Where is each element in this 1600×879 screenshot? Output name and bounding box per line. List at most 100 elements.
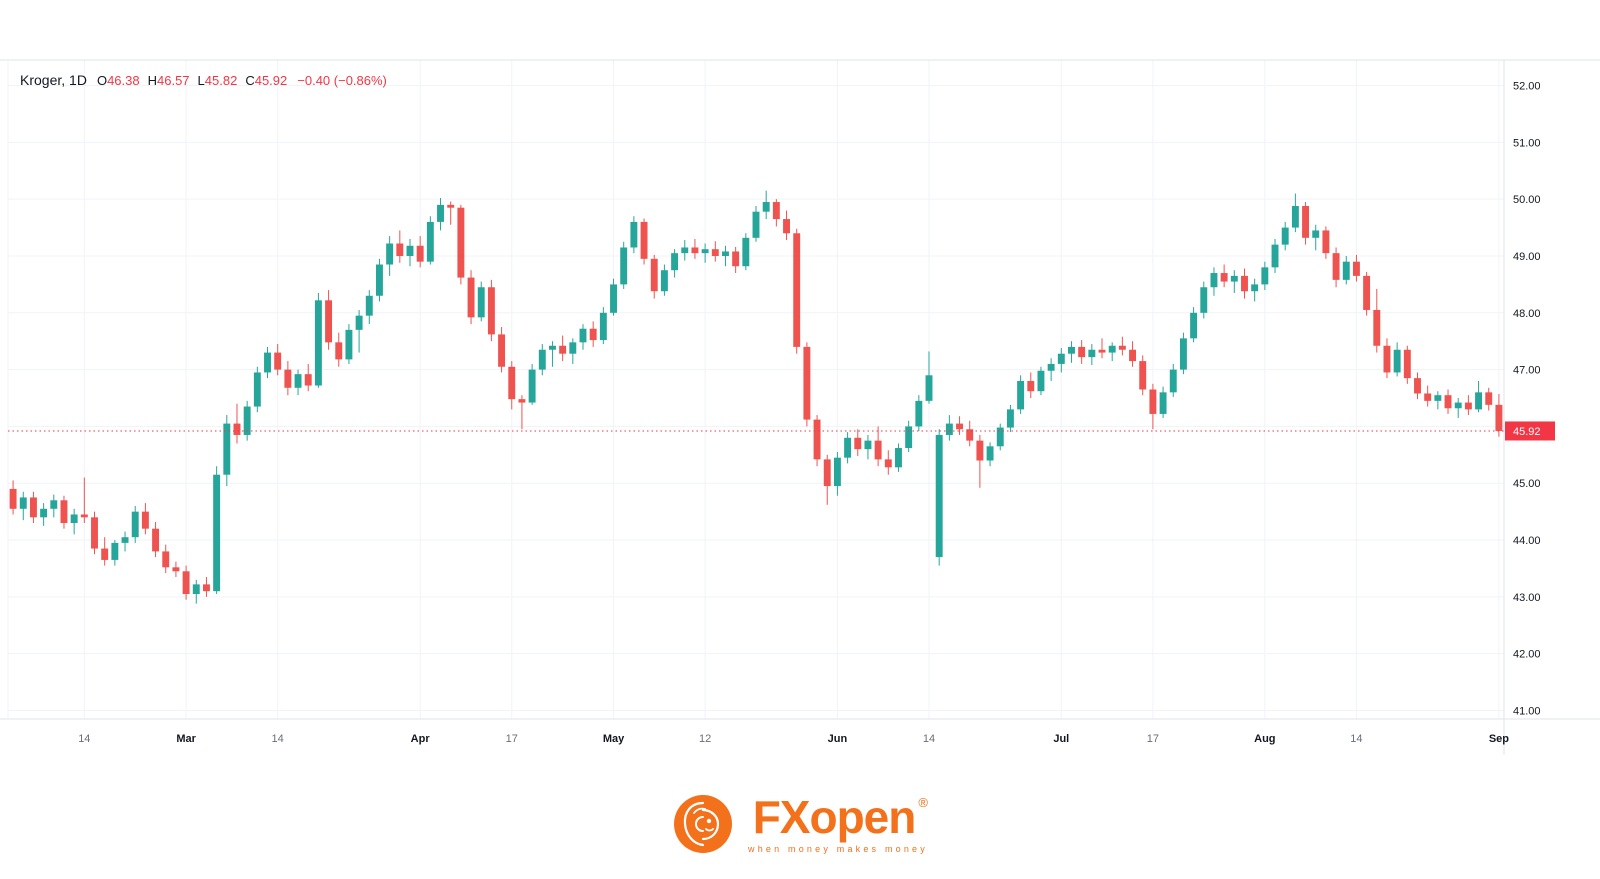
candle-down bbox=[335, 342, 343, 360]
candle-up bbox=[406, 245, 414, 256]
candle-up bbox=[1006, 409, 1014, 428]
candle-down bbox=[956, 423, 963, 430]
candle-up bbox=[1088, 349, 1096, 358]
candle-down bbox=[304, 374, 312, 386]
candle-up bbox=[1454, 402, 1462, 409]
candle-down bbox=[1241, 275, 1248, 292]
candlestick-chart-canvas[interactable]: 52.0051.0050.0049.0048.0047.0046.0045.00… bbox=[0, 0, 1600, 760]
candle-up bbox=[1251, 284, 1259, 292]
candle-up bbox=[996, 427, 1004, 447]
candle-up bbox=[1057, 353, 1065, 364]
candle-down bbox=[1078, 346, 1086, 358]
candle-down bbox=[1352, 261, 1360, 276]
brand-footer: FX open ® when money makes money bbox=[0, 784, 1600, 864]
time-axis-label: 17 bbox=[1147, 733, 1159, 745]
candle-down bbox=[518, 399, 526, 403]
candle-up bbox=[1159, 392, 1167, 414]
open-label: O bbox=[96, 73, 108, 88]
candle-down bbox=[966, 429, 974, 441]
candle-down bbox=[487, 287, 495, 335]
price-axis-label: 49.00 bbox=[1513, 251, 1541, 263]
candle-up bbox=[1393, 349, 1401, 373]
price-axis-label: 42.00 bbox=[1513, 649, 1541, 661]
candle-up bbox=[742, 237, 750, 267]
candle-up bbox=[579, 328, 587, 343]
candle-up bbox=[660, 270, 668, 292]
candle-down bbox=[1414, 378, 1421, 394]
candle-down bbox=[884, 459, 892, 468]
candle-up bbox=[40, 508, 48, 518]
time-axis-label: 12 bbox=[699, 733, 711, 745]
candle-down bbox=[783, 219, 790, 234]
candle-down bbox=[823, 459, 831, 487]
candle-down bbox=[1383, 345, 1391, 373]
price-axis-label: 50.00 bbox=[1513, 194, 1541, 206]
candle-down bbox=[1302, 206, 1310, 238]
candle-up bbox=[1281, 227, 1289, 245]
candle-down bbox=[650, 258, 658, 292]
candle-up bbox=[681, 247, 689, 254]
candle-up bbox=[599, 312, 607, 341]
brand-text-block: FX open ® when money makes money bbox=[748, 794, 928, 854]
candle-down bbox=[172, 567, 180, 572]
candle-down bbox=[141, 511, 149, 529]
candle-down bbox=[976, 440, 984, 461]
candle-up bbox=[1261, 267, 1269, 285]
candle-down bbox=[793, 233, 801, 347]
candle-down bbox=[162, 551, 170, 568]
candle-up bbox=[1230, 275, 1238, 282]
brand-tagline: when money makes money bbox=[748, 844, 928, 854]
last-price-label: 45.92 bbox=[1513, 426, 1541, 438]
candle-up bbox=[895, 448, 902, 468]
time-axis-label: 14 bbox=[1350, 733, 1362, 745]
time-axis-label: Apr bbox=[411, 733, 431, 745]
candle-down bbox=[1373, 309, 1381, 346]
fxopen-lion-logo bbox=[674, 795, 733, 853]
candle-up bbox=[19, 497, 27, 509]
brand-text-open: open bbox=[809, 791, 916, 843]
candle-up bbox=[294, 374, 302, 388]
candle-up bbox=[1169, 369, 1177, 393]
candle-up bbox=[314, 300, 322, 386]
candle-up bbox=[1037, 370, 1045, 392]
candle-up bbox=[243, 406, 251, 435]
candle-down bbox=[1495, 404, 1503, 431]
price-chart: 52.0051.0050.0049.0048.0047.0046.0045.00… bbox=[0, 0, 1600, 760]
candle-down bbox=[854, 437, 862, 450]
candle-up bbox=[630, 221, 638, 248]
candle-up bbox=[701, 249, 709, 254]
candle-up bbox=[722, 251, 729, 256]
candle-up bbox=[1047, 363, 1055, 371]
candle-up bbox=[752, 211, 760, 238]
time-axis-label: May bbox=[603, 733, 625, 745]
open-value: 46.38 bbox=[107, 73, 140, 88]
time-axis-label: 14 bbox=[272, 733, 284, 745]
time-axis-label: Aug bbox=[1254, 733, 1275, 745]
time-axis-label: Mar bbox=[176, 733, 196, 745]
time-scale[interactable] bbox=[8, 719, 1504, 755]
candle-up bbox=[253, 372, 261, 407]
candle-up bbox=[223, 423, 231, 475]
price-axis-label: 51.00 bbox=[1513, 137, 1541, 149]
price-scale[interactable] bbox=[1504, 60, 1600, 719]
candle-up bbox=[1434, 395, 1442, 401]
candle-down bbox=[416, 245, 424, 262]
candle-down bbox=[1118, 345, 1126, 350]
candle-down bbox=[152, 528, 160, 552]
chart-legend: Kroger, 1D O46.38 H46.57 L45.82 C45.92 −0.40 … bbox=[20, 72, 387, 88]
low-value: 45.82 bbox=[204, 73, 238, 88]
candle-down bbox=[29, 497, 37, 518]
candle-up bbox=[549, 345, 556, 350]
candle-up bbox=[610, 284, 617, 313]
candle-down bbox=[101, 548, 109, 560]
candle-up bbox=[833, 457, 841, 487]
candle-up bbox=[1017, 380, 1025, 410]
candle-down bbox=[691, 247, 699, 254]
low-label: L bbox=[197, 73, 205, 88]
candle-down bbox=[1403, 349, 1411, 379]
candle-up bbox=[671, 253, 679, 271]
symbol-title[interactable]: Kroger, 1D bbox=[20, 72, 87, 88]
candle-down bbox=[640, 221, 648, 259]
chart-pane[interactable] bbox=[8, 60, 1504, 719]
price-axis-label: 47.00 bbox=[1513, 365, 1541, 377]
